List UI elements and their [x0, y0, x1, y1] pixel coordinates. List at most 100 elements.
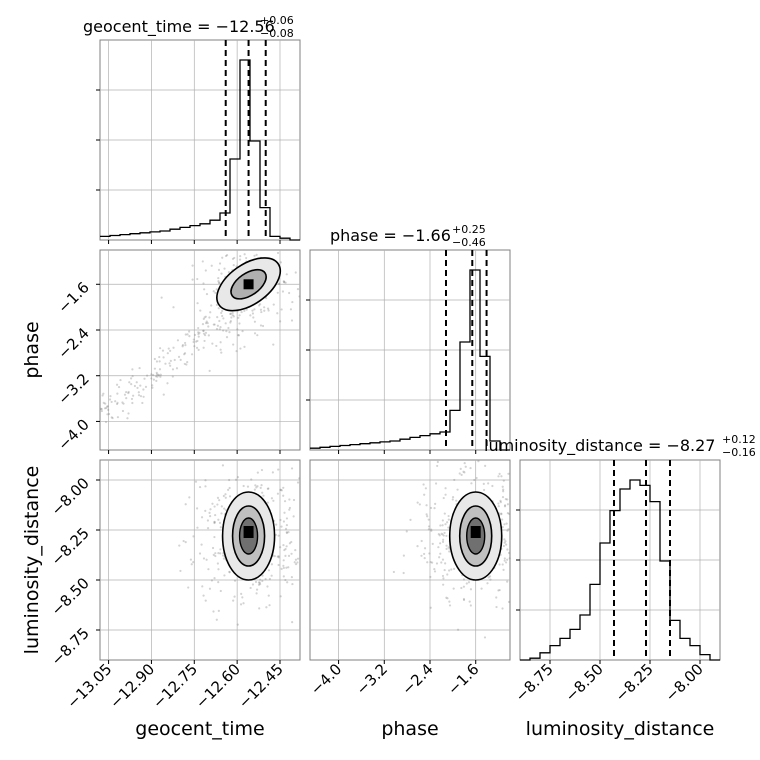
panel-luminosity-distance-vs-geocent-time-point: [211, 502, 214, 505]
panel-luminosity-distance-vs-phase-point: [506, 498, 509, 501]
panel-phase-vs-geocent-time-point: [253, 332, 257, 335]
panel-phase-vs-geocent-time-point: [116, 392, 119, 395]
panel-phase-vs-geocent-time-point: [251, 312, 255, 315]
panel-phase-vs-geocent-time-point: [100, 409, 103, 413]
panel-luminosity-distance-vs-phase-point: [442, 534, 445, 537]
panel-luminosity-distance-vs-geocent-time-point: [222, 557, 226, 560]
panel-luminosity-distance-vs-geocent-time-xtick-label: −12.60: [192, 660, 244, 712]
panel-luminosity-distance-vs-geocent-time-point: [261, 574, 264, 577]
panel-phase-vs-geocent-time-point: [171, 375, 174, 378]
panel-phase-vs-geocent-time-point: [265, 297, 268, 300]
panel-luminosity-distance-vs-phase-point: [473, 478, 476, 482]
panel-luminosity-distance-vs-geocent-time-point: [282, 564, 285, 567]
panel-luminosity-distance-vs-phase-point: [447, 514, 450, 518]
panel-luminosity-distance-vs-geocent-time-point: [216, 496, 220, 499]
panel-luminosity-distance-vs-geocent-time-point: [206, 519, 210, 522]
panel-luminosity-distance-vs-geocent-time-point: [282, 559, 285, 562]
panel-luminosity-distance-vs-geocent-time-point: [277, 563, 280, 567]
panel-luminosity-distance-vs-phase-point: [448, 600, 451, 603]
panel-luminosity-distance-vs-phase-point: [508, 512, 511, 516]
panel-luminosity-distance-vs-geocent-time-point: [266, 487, 269, 490]
panel-luminosity-distance-vs-geocent-time-point: [266, 501, 269, 504]
panel-phase-vs-geocent-time-point: [203, 288, 206, 291]
panel-luminosity-distance-vs-geocent-time-point: [196, 526, 199, 529]
panel-phase-vs-geocent-time-point: [259, 303, 262, 306]
ylabel-luminosity-distance: luminosity_distance: [21, 466, 43, 655]
panel-luminosity-distance-vs-phase-point: [499, 499, 502, 502]
panel-phase-vs-geocent-time-point: [202, 332, 206, 335]
panel-luminosity-distance-vs-phase-point: [428, 552, 431, 555]
panel-phase-vs-geocent-time-point: [214, 291, 217, 294]
panel-luminosity-distance-vs-geocent-time-point: [255, 486, 258, 489]
panel-luminosity-distance-vs-geocent-time-point: [190, 563, 193, 566]
panel-luminosity-distance-vs-phase-point: [488, 575, 492, 578]
panel-phase-vs-geocent-time-point: [279, 320, 282, 323]
panel-luminosity-distance-vs-geocent-time-point: [279, 488, 282, 491]
panel-luminosity-distance-vs-geocent-time-point: [267, 594, 270, 597]
panel-luminosity-distance-vs-phase-point: [429, 506, 433, 510]
panel-luminosity-distance-vs-geocent-time-point: [258, 581, 261, 584]
panel-phase-vs-geocent-time-point: [195, 340, 198, 343]
panel-phase-vs-geocent-time-point: [261, 324, 265, 328]
panel-luminosity-distance-vs-geocent-time-ytick-label: −8.25: [48, 524, 93, 569]
panel-luminosity-distance-vs-phase-point: [505, 522, 508, 525]
panel-phase-vs-geocent-time-ytick-label: −2.4: [54, 324, 92, 362]
panel-luminosity-distance-vs-geocent-time-point: [236, 623, 239, 626]
panel-phase-vs-geocent-time-point: [100, 408, 103, 411]
panel-luminosity-distance-vs-geocent-time-point: [260, 468, 264, 472]
panel-phase-vs-geocent-time-point: [203, 339, 206, 343]
panel-phase-vs-geocent-time-point: [171, 368, 175, 371]
panel-luminosity-distance-vs-phase-point: [442, 496, 445, 500]
panel-phase-vs-geocent-time-point: [237, 316, 240, 319]
panel-phase-vs-geocent-time-point: [239, 255, 242, 258]
panel-luminosity-distance-vs-geocent-time-point: [273, 555, 276, 558]
panel-luminosity-distance-vs-phase-point: [439, 524, 442, 527]
panel-phase-vs-geocent-time-point: [122, 402, 125, 405]
panel-phase-vs-geocent-time-point: [159, 373, 162, 376]
panel-phase-vs-geocent-time-point: [231, 311, 234, 315]
panel-luminosity-distance-vs-phase-point: [506, 512, 509, 515]
panel-phase-vs-geocent-time-point: [104, 420, 108, 424]
panel-phase-vs-geocent-time-point: [116, 401, 119, 404]
panel-phase-vs-geocent-time-point: [249, 314, 252, 317]
panel-luminosity-distance-vs-phase-point: [444, 562, 447, 565]
panel-luminosity-distance-vs-phase-point: [484, 464, 487, 467]
panel-luminosity-distance-vs-phase-point: [452, 567, 456, 570]
panel-luminosity-distance-vs-phase-point: [430, 561, 434, 564]
panel-phase-vs-geocent-time-point: [158, 355, 161, 359]
panel-luminosity-distance-vs-geocent-time-point: [285, 531, 288, 534]
panel-luminosity-distance-vs-geocent-time-point: [205, 558, 208, 561]
panel-luminosity-distance-vs-geocent-time-point: [287, 566, 290, 569]
panel-phase-vs-geocent-time-point: [104, 402, 107, 405]
panel-luminosity-distance-vs-geocent-time-point: [290, 467, 294, 470]
panel-luminosity-distance-vs-geocent-time-point: [276, 492, 279, 495]
panel-luminosity-distance-vs-phase-point: [501, 518, 504, 521]
panel-luminosity-distance-vs-phase-point: [506, 529, 509, 532]
panel-luminosity-distance-vs-phase-point: [424, 487, 427, 490]
panel-luminosity-distance-vs-phase-point: [448, 550, 451, 553]
panel-luminosity-distance-vs-phase-point: [469, 604, 472, 607]
panel-luminosity-distance-vs-geocent-time-point: [279, 488, 282, 491]
panel-phase-vs-geocent-time-point: [215, 327, 219, 331]
panel-luminosity-distance-vs-phase-point: [460, 586, 463, 590]
panel-luminosity-distance-vs-phase-point: [416, 501, 419, 504]
panel-phase-vs-geocent-time-point: [279, 261, 282, 264]
title-geocent-time-minus: −0.08: [260, 27, 294, 40]
panel-luminosity-distance-vs-geocent-time-point: [280, 489, 283, 492]
panel-luminosity-distance-vs-geocent-time-point: [216, 503, 219, 506]
panel-phase-vs-geocent-time-point: [263, 306, 266, 309]
panel-luminosity-distance-vs-geocent-time-point: [280, 525, 283, 528]
panel-phase-vs-geocent-time-point: [125, 390, 128, 394]
panel-luminosity-distance-vs-geocent-time-point: [213, 521, 216, 525]
panel-phase-vs-geocent-time-point: [245, 256, 248, 260]
panel-luminosity-distance-vs-geocent-time-xtick-label: −12.90: [106, 660, 158, 712]
panel-luminosity-distance-vs-geocent-time-point: [179, 569, 182, 573]
panel-phase-vs-geocent-time-point: [243, 345, 246, 348]
panel-phase-vs-geocent-time-point: [220, 311, 223, 315]
panel-phase-vs-geocent-time-point: [186, 333, 189, 336]
panel-phase-vs-geocent-time-point: [151, 386, 154, 389]
panel-luminosity-distance-vs-phase-point: [446, 573, 449, 576]
panel-luminosity-distance-vs-phase-point: [445, 534, 448, 538]
panel-luminosity-distance-vs-phase-point: [505, 543, 508, 546]
panel-phase-vs-geocent-time-point: [101, 394, 104, 397]
